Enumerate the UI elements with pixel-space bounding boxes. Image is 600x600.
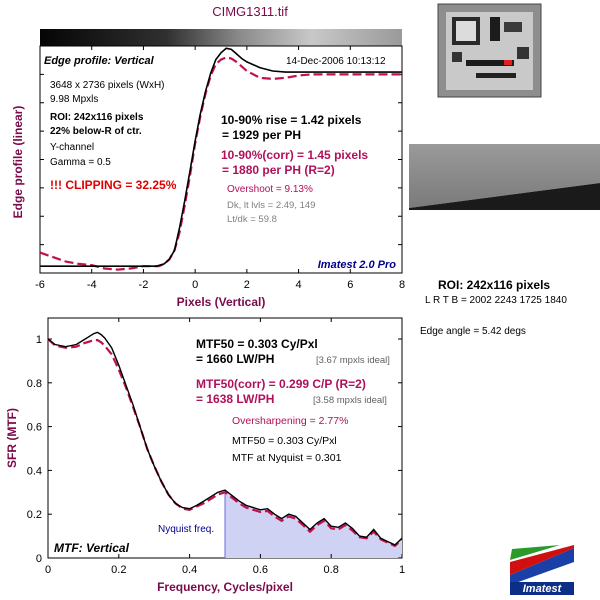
mtf-x-tick-label: 1: [399, 564, 405, 576]
mtf-x-tick-label: 0: [45, 564, 51, 576]
mtf50-line-1: MTF50 = 0.303 Cy/Pxl: [196, 337, 318, 351]
test-chart-thumbnail: [437, 3, 542, 98]
dk-lt-levels: Dk, lt lvls = 2.49, 149: [227, 200, 315, 211]
mtf-y-tick-label: 0: [36, 553, 42, 565]
mtf-corrected-curve: [47, 338, 403, 548]
edge-info-line: Gamma = 0.5: [50, 157, 111, 168]
overshoot-text: Overshoot = 9.13%: [227, 184, 313, 195]
edge-x-tick-label: 4: [296, 279, 302, 291]
imatest-logo-text: Imatest: [523, 583, 563, 595]
edge-measured-curve: [40, 47, 402, 267]
edge-angle: Edge angle = 5.42 degs: [420, 326, 526, 337]
mtf50corr-line-2: = 1638 LW/PH: [196, 392, 274, 406]
nyquist-region: [225, 490, 402, 558]
corr-line-2: = 1880 per PH (R=2): [222, 163, 335, 177]
nyquist-label: Nyquist freq.: [158, 524, 214, 535]
roi-label: ROI: 242x116 pixels: [438, 278, 551, 292]
mtf-at-nyquist: MTF at Nyquist = 0.301: [232, 452, 342, 464]
rise-line-1: 10-90% rise = 1.42 pixels: [221, 113, 362, 127]
edge-info-line: ROI: 242x116 pixels: [50, 112, 144, 123]
roi-coords: L R T B = 2002 2243 1725 1840: [425, 295, 567, 306]
roi-image: [409, 144, 600, 210]
edge-x-tick-label: -4: [87, 279, 97, 291]
edge-x-label: Pixels (Vertical): [177, 295, 266, 309]
edge-info-line: Y-channel: [50, 142, 94, 153]
oversharpening-text: Oversharpening = 2.77%: [232, 415, 348, 427]
mtf-plot: 0 0.2 0.4 0.6 0.8 1 0 0.2 0.4 0.6 0.8 1 MTF50 = 0.30…: [5, 317, 405, 594]
edge-timestamp: 14-Dec-2006 10:13:12: [286, 56, 386, 67]
mtf-x-label: Frequency, Cycles/pixel: [157, 580, 293, 594]
mtf50-line-2: = 1660 LW/PH: [196, 352, 274, 366]
mtf-y-tick-label: 0.4: [27, 465, 42, 477]
mtf-y-label: SFR (MTF): [5, 408, 19, 468]
mtf-y-tick-label: 0.8: [27, 378, 42, 390]
imatest-version: Imatest 2.0 Pro: [318, 259, 397, 271]
edge-gradient-strip: [40, 29, 402, 46]
edge-y-label: Edge profile (linear): [11, 106, 25, 219]
edge-x-tick-label: -2: [139, 279, 149, 291]
edge-plot-title: Edge profile: Vertical: [44, 55, 155, 67]
edge-info-line: 22% below-R of ctr.: [50, 126, 142, 137]
mtf50-plain: MTF50 = 0.303 Cy/Pxl: [232, 435, 337, 447]
edge-x-tick-label: 8: [399, 279, 405, 291]
mtf50-ideal: [3.67 mpxls ideal]: [316, 355, 390, 366]
mtf-x-tick-label: 0.6: [253, 564, 268, 576]
edge-info-line: 9.98 Mpxls: [50, 94, 98, 105]
edge-x-tick-label: 0: [192, 279, 198, 291]
edge-info-line: 3648 x 2736 pixels (WxH): [50, 80, 165, 91]
edge-x-tick-label: -6: [35, 279, 45, 291]
mtf50corr-ideal: [3.58 mpxls ideal]: [313, 395, 387, 406]
mtf-plot-title: MTF: Vertical: [54, 541, 130, 555]
edge-x-tick-label: 2: [244, 279, 250, 291]
clipping-warning: !!! CLIPPING = 32.25%: [50, 178, 177, 192]
corr-line-1: 10-90%(corr) = 1.45 pixels: [221, 148, 368, 162]
rise-line-2: = 1929 per PH: [222, 128, 301, 142]
mtf-x-tick-label: 0.4: [182, 564, 197, 576]
mtf50corr-line-1: MTF50(corr) = 0.299 C/P (R=2): [196, 377, 366, 391]
lt-dk-ratio: Lt/dk = 59.8: [227, 214, 277, 225]
mtf-x-tick-label: 0.8: [324, 564, 339, 576]
edge-profile-plot: -6 -4 -2 0 2 4 6 8 Edge profile: Vertical 14-Dec-…: [11, 45, 405, 309]
mtf-measured-curve: [47, 331, 403, 546]
mtf-y-tick-label: 0.6: [27, 422, 42, 434]
mtf-x-tick-label: 0.2: [111, 564, 126, 576]
mtf-y-tick-label: 1: [36, 334, 42, 346]
edge-plot-frame: [39, 45, 403, 274]
mtf-y-tick-label: 0.2: [27, 509, 42, 521]
window-title: CIMG1311.tif: [212, 4, 288, 19]
edge-x-tick-label: 6: [347, 279, 353, 291]
imatest-logo: Imatest: [510, 545, 574, 595]
